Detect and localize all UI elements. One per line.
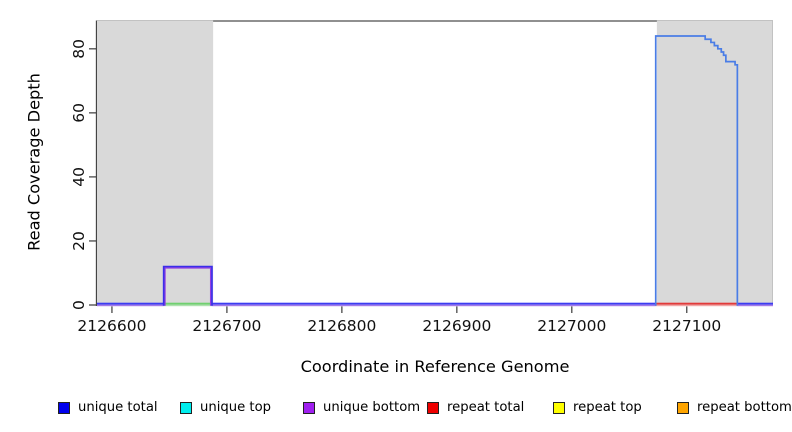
baseline-segment-fringe (163, 304, 212, 307)
legend-swatch (677, 401, 689, 414)
baseline-segment (163, 302, 212, 305)
y-tick-label: 0 (70, 300, 88, 310)
legend-item: repeat total (427, 400, 524, 415)
y-axis-title: Read Coverage Depth (24, 73, 44, 251)
legend-item: repeat bottom (677, 400, 792, 415)
y-tick-label: 40 (70, 167, 88, 187)
unique-total-outline (162, 265, 213, 306)
y-tick-label: 80 (70, 39, 88, 59)
baseline-segment (655, 302, 738, 305)
legend-label: unique total (78, 400, 158, 415)
baseline-segment (737, 302, 773, 305)
baseline-segment-fringe (737, 304, 773, 307)
baseline-segment (97, 302, 164, 305)
legend-swatch (303, 401, 315, 414)
x-tick-label: 2127000 (537, 317, 606, 335)
legend-label: unique bottom (323, 400, 421, 415)
legend-label: repeat bottom (697, 400, 792, 415)
legend-item: unique top (180, 400, 271, 415)
x-tick-label: 2126600 (77, 317, 146, 335)
legend-swatch (180, 401, 192, 414)
x-tick-label: 2126800 (307, 317, 376, 335)
x-tick-label: 2127100 (652, 317, 721, 335)
x-axis-title: Coordinate in Reference Genome (300, 357, 570, 376)
legend-label: unique top (200, 400, 272, 415)
baseline-segment-fringe (655, 304, 738, 307)
masked-region-right (656, 20, 773, 305)
legend-swatch (427, 401, 439, 414)
legend-label: repeat top (573, 400, 642, 415)
legend-item: repeat top (553, 400, 642, 415)
legend-swatch (553, 401, 565, 414)
masked-region-left (97, 20, 214, 305)
baseline-segment-fringe (97, 304, 164, 307)
legend-item: unique bottom (303, 400, 420, 415)
legend-label: repeat total (447, 400, 525, 415)
legend-item: unique total (58, 400, 158, 415)
x-tick-label: 2126900 (422, 317, 491, 335)
y-tick-label: 20 (70, 231, 88, 251)
x-tick-label: 2126700 (192, 317, 261, 335)
baseline-segment-fringe (211, 304, 656, 307)
legend-swatch (58, 401, 70, 414)
unique-bottom-outline (164, 267, 212, 306)
y-tick-label: 60 (70, 103, 88, 123)
baseline-segment (211, 302, 656, 305)
unique-total-outline (654, 35, 739, 306)
